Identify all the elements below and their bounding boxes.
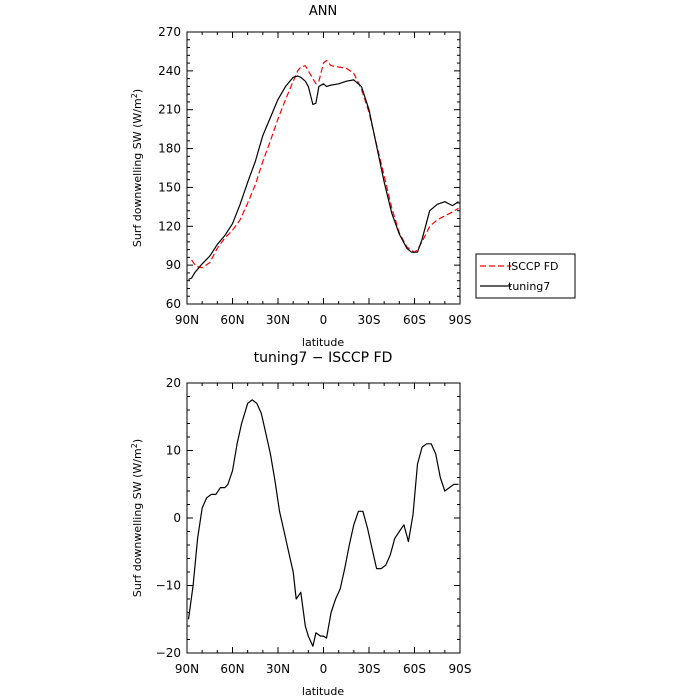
series-line-tuning7 xyxy=(188,75,459,280)
y-tick-labels: −20 −10 0 10 20 xyxy=(156,376,181,660)
x-tick-label: 0 xyxy=(320,313,328,327)
x-tick-label: 0 xyxy=(320,662,328,676)
plot-frame xyxy=(186,382,461,654)
x-tick-label: 90N xyxy=(175,662,199,676)
legend-label-tuning7: tuning7 xyxy=(508,280,550,293)
y-tick-label: 60 xyxy=(166,297,181,311)
y-axis-label-sup: 2 xyxy=(130,443,139,448)
x-tick-labels: 90N 60N 30N 0 30S 60S 90S xyxy=(175,662,472,676)
x-tick-label: 90S xyxy=(449,313,472,327)
x-tick-label: 90S xyxy=(449,662,472,676)
y-tick-label: 270 xyxy=(158,25,181,39)
chart-title: tuning7 − ISCCP FD xyxy=(254,350,393,366)
legend: ISCCP FD tuning7 xyxy=(475,253,576,299)
y-axis-label-end: ) xyxy=(131,89,144,93)
y-tick-label: 150 xyxy=(158,180,181,194)
x-axis-label: latitude xyxy=(302,336,344,349)
x-tick-label: 30S xyxy=(358,662,381,676)
x-axis-label: latitude xyxy=(302,685,344,698)
chart-panel-annual: ANN 60 90 120 150 180 210 240 270 90N 60N 30N 0 30S… xyxy=(130,4,576,349)
series-line-isccp-fd xyxy=(191,59,459,269)
y-axis-label-end: ) xyxy=(131,439,144,443)
y-axis-label-main: Surf downwelling SW (W/m xyxy=(131,448,144,597)
y-tick-label: 90 xyxy=(166,258,181,272)
y-tick-label: 240 xyxy=(158,64,181,78)
y-tick-label: 0 xyxy=(173,511,181,525)
series-lines xyxy=(188,59,459,280)
y-tick-label: 120 xyxy=(158,219,181,233)
y-tick-label: −20 xyxy=(156,646,181,660)
tick-marks xyxy=(186,382,461,654)
x-tick-label: 60N xyxy=(220,313,244,327)
x-tick-labels: 90N 60N 30N 0 30S 60S 90S xyxy=(175,313,472,327)
series-line-difference xyxy=(187,399,459,647)
x-tick-label: 60N xyxy=(220,662,244,676)
x-tick-label: 90N xyxy=(175,313,199,327)
y-axis-label: Surf downwelling SW (W/m2) xyxy=(130,439,144,597)
y-tick-label: 20 xyxy=(166,376,181,390)
series-lines xyxy=(187,399,459,647)
y-tick-label: 210 xyxy=(158,103,181,117)
y-axis-label-main: Surf downwelling SW (W/m xyxy=(131,98,144,247)
plot-frame xyxy=(186,31,461,305)
y-tick-labels: 60 90 120 150 180 210 240 270 xyxy=(158,25,181,311)
y-tick-label: −10 xyxy=(156,579,181,593)
x-tick-label: 30N xyxy=(266,662,290,676)
x-tick-label: 30N xyxy=(266,313,290,327)
x-tick-label: 60S xyxy=(403,313,426,327)
legend-label-isccp: ISCCP FD xyxy=(508,260,559,273)
legend-box xyxy=(475,253,576,299)
x-tick-label: 60S xyxy=(403,662,426,676)
y-axis-label-sup: 2 xyxy=(130,93,139,98)
chart-title: ANN xyxy=(309,4,337,19)
x-tick-label: 30S xyxy=(358,313,381,327)
y-tick-label: 10 xyxy=(166,444,181,458)
y-axis-label: Surf downwelling SW (W/m2) xyxy=(130,89,144,247)
y-tick-label: 180 xyxy=(158,142,181,156)
tick-marks xyxy=(186,31,461,305)
